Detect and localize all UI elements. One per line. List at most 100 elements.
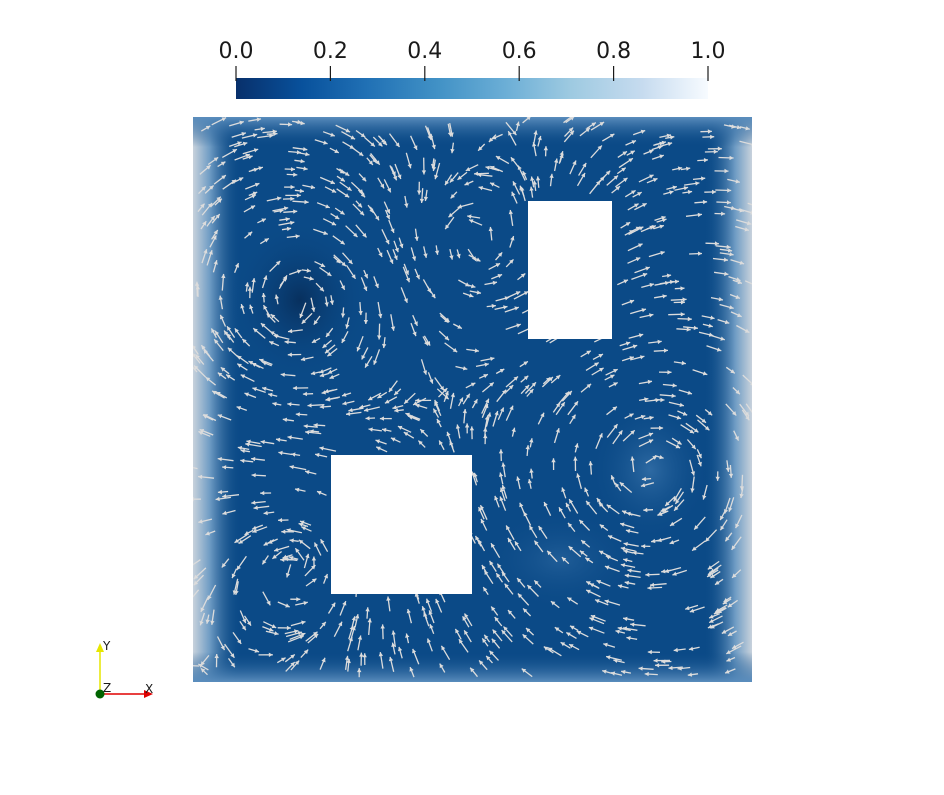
velocity-glyph-head xyxy=(697,461,702,467)
velocity-glyph-head xyxy=(543,502,548,507)
velocity-glyph-head xyxy=(262,361,267,366)
velocity-glyph-head xyxy=(561,487,566,492)
velocity-glyph-head xyxy=(559,507,563,512)
velocity-glyph-head xyxy=(474,171,479,176)
velocity-glyph-head xyxy=(527,585,532,590)
velocity-glyph-head xyxy=(703,158,708,163)
velocity-glyph-head xyxy=(311,556,317,561)
velocity-glyph-head xyxy=(287,435,292,440)
velocity-glyph-head xyxy=(270,331,275,336)
velocity-glyph-head xyxy=(509,405,514,411)
velocity-glyph-head xyxy=(675,499,680,504)
velocity-glyph-head xyxy=(701,418,706,423)
velocity-glyph-head xyxy=(403,432,409,437)
velocity-glyph xyxy=(193,465,198,470)
velocity-glyph-head xyxy=(727,632,733,636)
velocity-glyph-head xyxy=(433,408,438,414)
velocity-glyph-head xyxy=(459,397,464,402)
velocity-glyph-head xyxy=(613,382,618,387)
velocity-glyph-head xyxy=(640,129,646,134)
velocity-glyph-head xyxy=(374,283,379,288)
velocity-glyph-head xyxy=(727,248,733,253)
velocity-glyph-head xyxy=(193,365,199,370)
velocity-glyph-head xyxy=(756,204,761,208)
velocity-glyph-head xyxy=(464,181,470,186)
velocity-glyph-head xyxy=(260,126,265,132)
velocity-glyph-head xyxy=(602,669,607,674)
velocity-glyph-head xyxy=(252,528,257,533)
velocity-glyph-head xyxy=(299,313,304,318)
velocity-glyph-head xyxy=(309,429,314,434)
velocity-glyph-head xyxy=(568,522,573,528)
velocity-glyph-head xyxy=(234,263,239,268)
velocity-glyph-head xyxy=(488,226,493,232)
velocity-glyph-head xyxy=(625,529,631,534)
velocity-glyph-head xyxy=(644,671,649,677)
velocity-glyph-head xyxy=(187,565,192,569)
velocity-glyph-head xyxy=(387,187,391,193)
velocity-glyph-head xyxy=(320,263,326,267)
x-axis-arrow-icon xyxy=(144,690,153,698)
velocity-glyph-head xyxy=(710,624,715,629)
velocity-glyph-head xyxy=(360,192,366,198)
velocity-glyph-head xyxy=(407,163,412,169)
velocity-glyph-head xyxy=(240,304,245,309)
velocity-glyph-head xyxy=(626,511,631,516)
y-axis-arrow-icon xyxy=(96,643,104,652)
velocity-glyph-head xyxy=(296,597,301,602)
velocity-glyph-head xyxy=(708,323,713,328)
velocity-glyph-head xyxy=(198,474,203,480)
velocity-glyph-head xyxy=(231,179,237,184)
orientation-axes[interactable]: Y X Z xyxy=(95,639,154,699)
velocity-glyph-head xyxy=(205,377,211,382)
velocity-glyph-head xyxy=(285,603,290,608)
velocity-glyph-head xyxy=(629,299,635,304)
velocity-glyph-head xyxy=(244,282,250,287)
velocity-glyph-head xyxy=(455,628,460,634)
velocity-glyph-head xyxy=(311,307,316,312)
velocity-glyph-head xyxy=(663,348,668,353)
velocity-glyph-head xyxy=(340,313,346,318)
velocity-glyph-head xyxy=(202,221,207,226)
velocity-glyph-head xyxy=(714,241,719,246)
velocity-glyph-head xyxy=(615,482,620,488)
velocity-glyph-head xyxy=(301,620,306,625)
velocity-glyph-head xyxy=(375,215,379,221)
velocity-glyph-head xyxy=(613,658,618,663)
velocity-glyph-head xyxy=(635,257,641,262)
velocity-glyph-head xyxy=(506,525,511,531)
velocity-glyph-head xyxy=(471,256,476,261)
colorbar-tick-label: 1.0 xyxy=(691,39,726,64)
velocity-glyph-head xyxy=(720,336,725,341)
velocity-glyph-head xyxy=(306,268,311,273)
velocity-glyph-head xyxy=(245,153,250,158)
x-axis-label: X xyxy=(145,682,153,696)
velocity-glyph-head xyxy=(508,131,513,136)
velocity-glyph-head xyxy=(251,456,256,462)
velocity-glyph-head xyxy=(431,293,436,299)
velocity-glyph-head xyxy=(199,429,205,434)
velocity-glyph-head xyxy=(238,539,244,544)
velocity-glyph-head xyxy=(404,203,409,208)
velocity-glyph-head xyxy=(728,507,733,512)
velocity-glyph-head xyxy=(677,166,683,171)
velocity-glyph-head xyxy=(672,383,677,388)
velocity-glyph-head xyxy=(286,226,292,232)
velocity-glyph-head xyxy=(516,476,521,481)
velocity-glyph-head xyxy=(469,219,474,224)
velocity-glyph-head xyxy=(462,366,468,371)
velocity-glyph-head xyxy=(227,347,233,352)
velocity-glyph-head xyxy=(664,568,670,574)
velocity-glyph-head xyxy=(586,581,591,586)
velocity-glyph-head xyxy=(686,327,691,332)
velocity-glyph-head xyxy=(623,177,628,183)
velocity-glyph-head xyxy=(301,526,306,531)
velocity-glyph-head xyxy=(205,619,210,624)
velocity-glyph-head xyxy=(568,546,573,551)
velocity-glyph-head xyxy=(193,352,197,358)
velocity-glyph-head xyxy=(737,280,742,285)
velocity-glyph-head xyxy=(214,654,219,659)
velocity-glyph-head xyxy=(608,535,613,540)
velocity-glyph-head xyxy=(710,134,715,140)
